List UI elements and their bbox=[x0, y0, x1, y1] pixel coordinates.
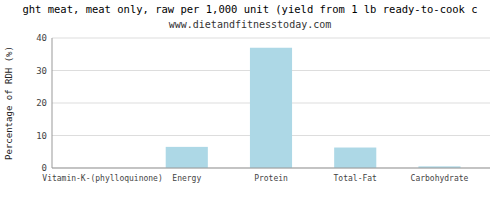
chart: ght meat, meat only, raw per 1,000 unit … bbox=[0, 0, 500, 200]
bar bbox=[334, 148, 376, 168]
y-tick-label: 20 bbox=[36, 98, 47, 108]
background bbox=[0, 0, 500, 200]
chart-container: ght meat, meat only, raw per 1,000 unit … bbox=[0, 0, 500, 200]
x-axis-line bbox=[52, 168, 490, 169]
grid-line bbox=[52, 168, 490, 169]
bar bbox=[166, 147, 208, 168]
x-tick-label: Protein bbox=[254, 174, 288, 183]
bars bbox=[166, 48, 461, 168]
x-axis: Vitamin-K-(phylloquinone) Energy Protein To… bbox=[42, 174, 468, 183]
subtitle: www.dietandfitnesstoday.com bbox=[169, 19, 332, 30]
y-tick-label: 40 bbox=[36, 33, 47, 43]
y-tick-label: 30 bbox=[36, 66, 47, 76]
x-tick-label: Energy bbox=[172, 174, 201, 183]
y-axis-line bbox=[52, 38, 53, 168]
y-tick-label: 0 bbox=[42, 163, 47, 173]
x-tick-label: Total-Fat bbox=[334, 174, 378, 183]
bar bbox=[250, 48, 292, 168]
y-axis-label: Percentage of RDH (%) bbox=[4, 46, 14, 160]
title: ght meat, meat only, raw per 1,000 unit … bbox=[22, 3, 477, 15]
y-tick-label: 10 bbox=[36, 131, 47, 141]
grid-line bbox=[52, 38, 490, 39]
x-tick-label: Carbohydrate bbox=[411, 174, 469, 183]
x-tick-label: Vitamin-K-(phylloquinone) bbox=[42, 174, 162, 183]
y-axis: 0 10 20 30 40 bbox=[36, 33, 490, 173]
